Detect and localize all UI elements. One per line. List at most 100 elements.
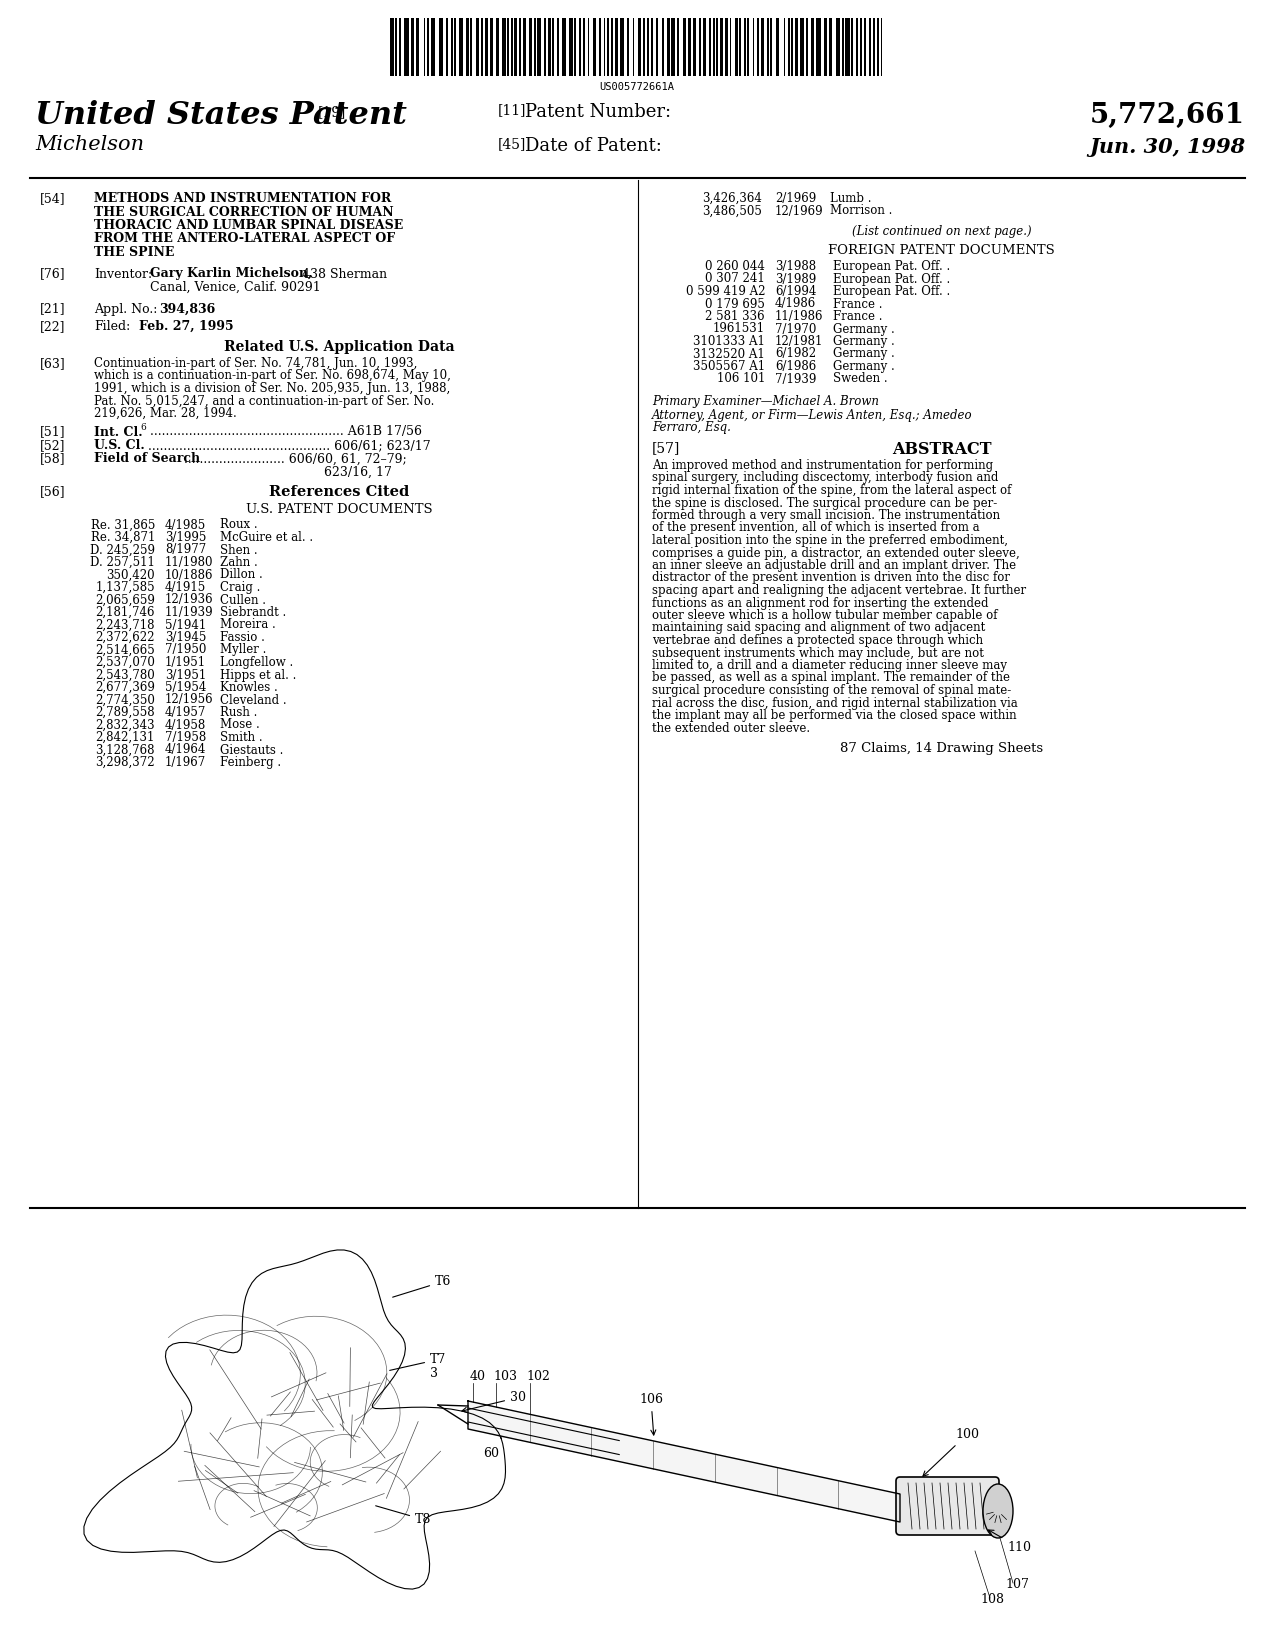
Text: 5,772,661: 5,772,661 xyxy=(1090,102,1244,129)
Text: [54]: [54] xyxy=(40,191,65,205)
Polygon shape xyxy=(468,1401,900,1521)
Text: [57]: [57] xyxy=(652,442,681,455)
Text: 12/1936: 12/1936 xyxy=(164,594,214,607)
Bar xyxy=(652,18,653,76)
Text: 0 260 044: 0 260 044 xyxy=(705,261,765,272)
Text: Roux .: Roux . xyxy=(221,518,258,531)
Bar xyxy=(445,18,449,76)
Text: formed through a very small incision. The instrumentation: formed through a very small incision. Th… xyxy=(652,508,1000,521)
Bar xyxy=(807,18,808,76)
Text: Inventor:: Inventor: xyxy=(94,267,152,280)
Text: FROM THE ANTERO-LATERAL ASPECT OF: FROM THE ANTERO-LATERAL ASPECT OF xyxy=(94,233,395,246)
Text: US005772661A: US005772661A xyxy=(599,82,674,92)
Bar xyxy=(557,18,560,76)
Bar xyxy=(502,18,506,76)
Text: D. 257,511: D. 257,511 xyxy=(91,556,156,569)
Text: be passed, as well as a spinal implant. The remainder of the: be passed, as well as a spinal implant. … xyxy=(652,672,1010,685)
Text: rial across the disc, fusion, and rigid internal stabilization via: rial across the disc, fusion, and rigid … xyxy=(652,696,1017,710)
Text: 11/1986: 11/1986 xyxy=(775,310,824,323)
Bar xyxy=(611,18,613,76)
Bar xyxy=(743,18,746,76)
Text: Rush .: Rush . xyxy=(221,706,258,719)
Text: 2,181,746: 2,181,746 xyxy=(96,606,156,619)
Bar xyxy=(643,18,645,76)
Bar xyxy=(562,18,566,76)
Bar xyxy=(454,18,456,76)
Text: 106 101: 106 101 xyxy=(717,373,765,386)
Text: Cullen .: Cullen . xyxy=(221,594,266,607)
Bar xyxy=(655,18,658,76)
Text: Patent Number:: Patent Number: xyxy=(525,102,671,120)
Text: 623/16, 17: 623/16, 17 xyxy=(324,465,391,478)
Text: METHODS AND INSTRUMENTATION FOR: METHODS AND INSTRUMENTATION FOR xyxy=(94,191,391,205)
Bar xyxy=(667,18,669,76)
Text: 60: 60 xyxy=(483,1447,499,1460)
Bar xyxy=(632,18,635,76)
Bar xyxy=(816,18,821,76)
Text: THORACIC AND LUMBAR SPINAL DISEASE: THORACIC AND LUMBAR SPINAL DISEASE xyxy=(94,219,403,233)
Text: 7/1950: 7/1950 xyxy=(164,644,207,657)
Text: subsequent instruments which may include, but are not: subsequent instruments which may include… xyxy=(652,647,984,660)
Text: Germany .: Germany . xyxy=(833,322,895,335)
Bar xyxy=(439,18,442,76)
Text: 0 307 241: 0 307 241 xyxy=(705,272,765,285)
Bar xyxy=(599,18,601,76)
Bar xyxy=(537,18,541,76)
Text: THE SPINE: THE SPINE xyxy=(94,246,175,259)
Text: 107: 107 xyxy=(1005,1577,1029,1591)
Bar xyxy=(784,18,785,76)
Text: 12/1956: 12/1956 xyxy=(164,693,214,706)
Bar xyxy=(699,18,700,76)
Bar xyxy=(646,18,649,76)
Bar xyxy=(720,18,723,76)
Text: 3505567 A1: 3505567 A1 xyxy=(692,360,765,373)
Text: Myller .: Myller . xyxy=(221,644,266,657)
Text: 12/1981: 12/1981 xyxy=(775,335,824,348)
Bar xyxy=(486,18,488,76)
Bar xyxy=(404,18,408,76)
Bar xyxy=(417,18,419,76)
Text: distractor of the present invention is driven into the disc for: distractor of the present invention is d… xyxy=(652,571,1010,584)
Text: Feinberg .: Feinberg . xyxy=(221,756,280,769)
Bar xyxy=(752,18,755,76)
Text: 1991, which is a division of Ser. No. 205,935, Jun. 13, 1988,: 1991, which is a division of Ser. No. 20… xyxy=(94,383,450,394)
Bar xyxy=(872,18,876,76)
Text: ABSTRACT: ABSTRACT xyxy=(891,442,991,459)
Text: Re. 34,871: Re. 34,871 xyxy=(91,531,156,545)
Text: 6/1982: 6/1982 xyxy=(775,348,816,360)
Text: lateral position into the spine in the preferred embodiment,: lateral position into the spine in the p… xyxy=(652,535,1009,548)
Text: which is a continuation-in-part of Ser. No. 698,674, May 10,: which is a continuation-in-part of Ser. … xyxy=(94,370,451,383)
Text: 7/1939: 7/1939 xyxy=(775,373,816,386)
Text: Filed:: Filed: xyxy=(94,320,130,333)
Bar xyxy=(470,18,472,76)
Text: 4/1958: 4/1958 xyxy=(164,718,207,731)
Bar xyxy=(740,18,741,76)
Text: 2,677,369: 2,677,369 xyxy=(96,681,156,695)
Text: [45]: [45] xyxy=(499,137,527,152)
Bar xyxy=(627,18,629,76)
Text: 3: 3 xyxy=(430,1366,439,1379)
Bar xyxy=(829,18,833,76)
Bar xyxy=(662,18,664,76)
Text: 87 Claims, 14 Drawing Sheets: 87 Claims, 14 Drawing Sheets xyxy=(840,742,1043,756)
Bar xyxy=(552,18,555,76)
Text: Date of Patent:: Date of Patent: xyxy=(525,137,662,155)
Text: 1/1967: 1/1967 xyxy=(164,756,207,769)
Bar xyxy=(717,18,718,76)
Text: .................................................. A61B 17/56: ........................................… xyxy=(147,426,422,439)
Bar xyxy=(588,18,589,76)
Text: Dillon .: Dillon . xyxy=(221,569,263,581)
Text: [51]: [51] xyxy=(40,426,65,439)
Text: United States Patent: United States Patent xyxy=(34,101,407,130)
Bar xyxy=(856,18,858,76)
Bar xyxy=(835,18,840,76)
Bar xyxy=(729,18,732,76)
Bar xyxy=(761,18,764,76)
Text: 438 Sherman: 438 Sherman xyxy=(298,267,388,280)
Text: 2,372,622: 2,372,622 xyxy=(96,630,156,644)
Text: comprises a guide pin, a distractor, an extended outer sleeve,: comprises a guide pin, a distractor, an … xyxy=(652,546,1020,559)
Text: 2,543,780: 2,543,780 xyxy=(96,668,156,681)
Text: 1961531: 1961531 xyxy=(713,322,765,335)
Bar xyxy=(534,18,536,76)
Text: Jun. 30, 1998: Jun. 30, 1998 xyxy=(1089,137,1244,157)
